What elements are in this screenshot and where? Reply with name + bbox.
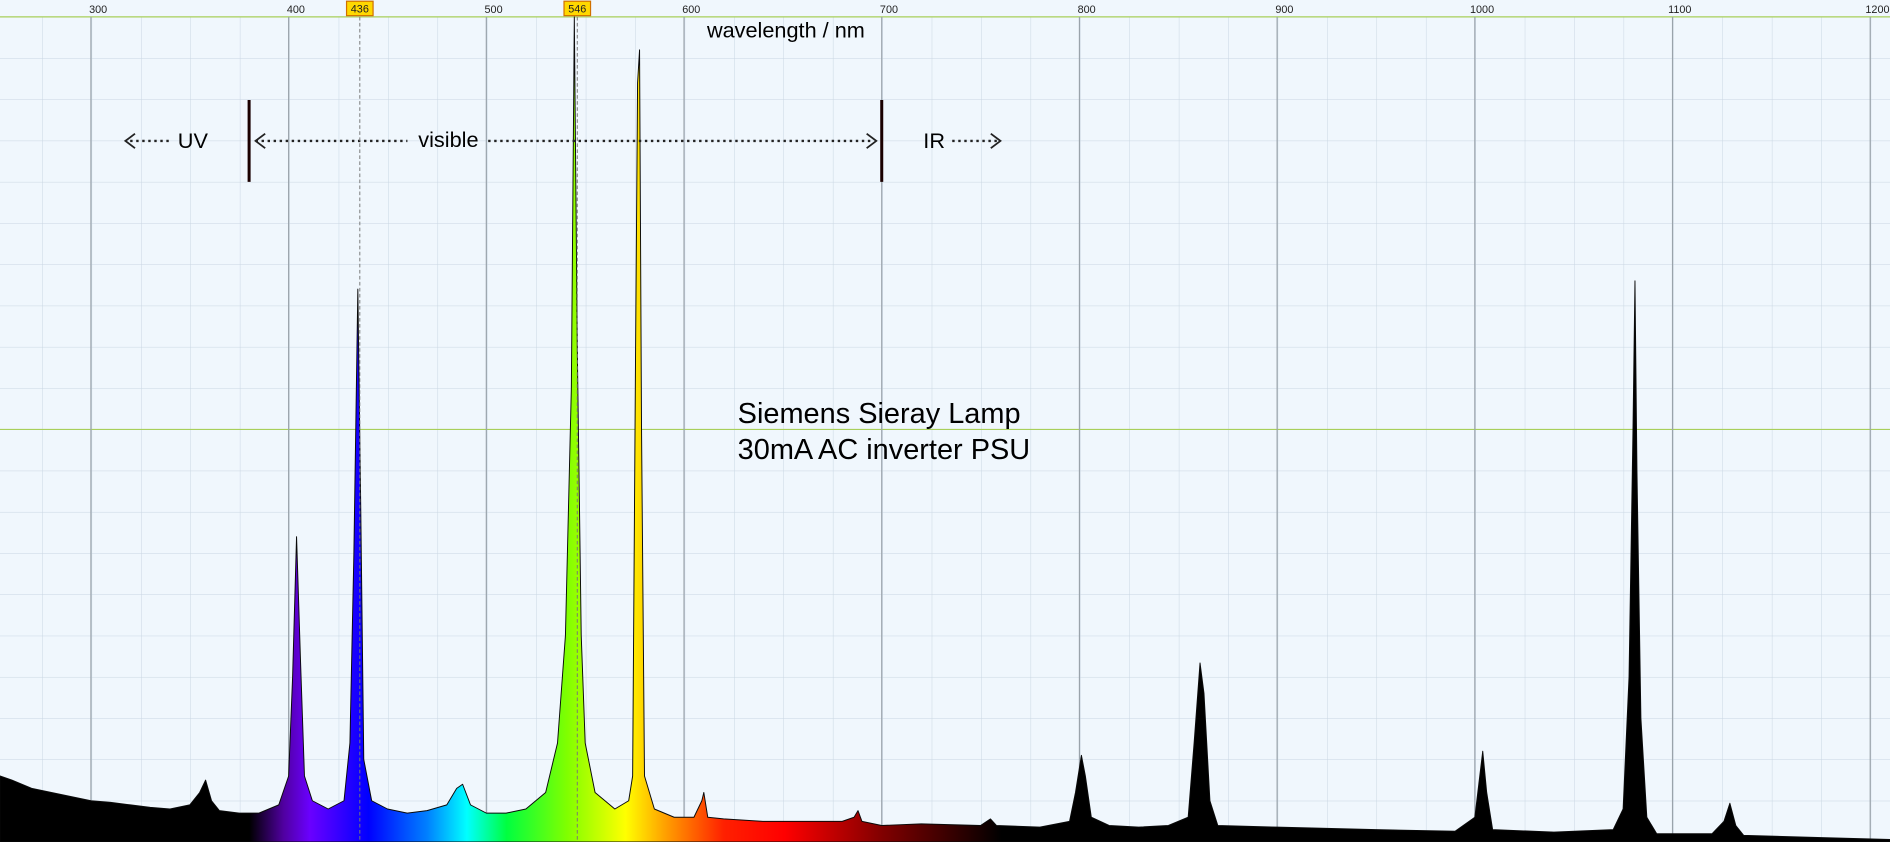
annotation: 30mA AC inverter PSU xyxy=(738,434,1031,466)
x-tick-label: 700 xyxy=(880,4,898,16)
grid: 300 400 500 600 700 800 900 1000 1100 1200 xyxy=(89,4,1890,842)
x-tick-label: 1000 xyxy=(1470,4,1494,16)
spectrum-area xyxy=(0,16,1890,842)
region-label: UV xyxy=(178,128,209,153)
marker-label: 546 xyxy=(568,4,586,16)
x-tick-label: 300 xyxy=(89,4,107,16)
marker-box xyxy=(345,0,374,17)
overlay: wavelength / nm UV visible IR Siemens Si… xyxy=(123,0,1031,842)
arrow-heads xyxy=(123,132,1002,149)
x-tick-label: 500 xyxy=(485,4,503,16)
region-label: IR xyxy=(923,128,945,153)
region-label: visible xyxy=(418,127,478,152)
x-tick-label: 900 xyxy=(1275,4,1293,16)
x-axis-label: wavelength / nm xyxy=(706,17,865,42)
marker-box xyxy=(563,0,592,17)
x-tick-label: 1100 xyxy=(1668,4,1691,16)
marker-label: 436 xyxy=(351,4,369,16)
x-tick-label: 400 xyxy=(287,4,305,16)
annotation: Siemens Sieray Lamp xyxy=(738,398,1021,430)
plot xyxy=(0,16,1890,842)
x-tick-label: 1200 xyxy=(1865,4,1889,16)
x-tick-label: 600 xyxy=(682,4,700,16)
x-tick-label: 800 xyxy=(1078,4,1096,16)
